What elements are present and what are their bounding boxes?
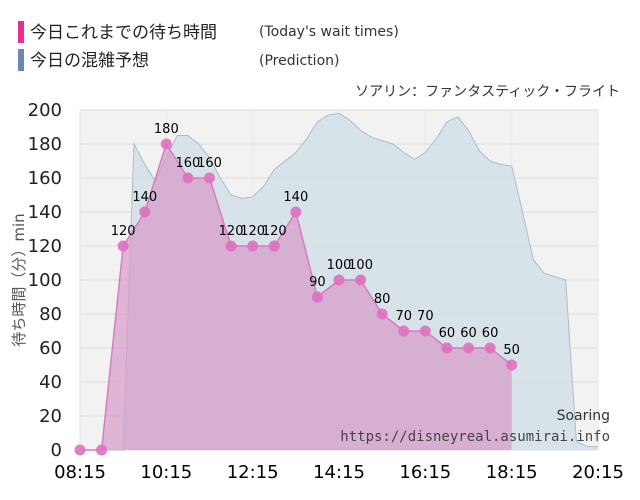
data-point xyxy=(290,206,302,218)
x-tick-label: 18:15 xyxy=(486,462,538,483)
x-tick-label: 20:15 xyxy=(572,462,624,483)
data-label: 70 xyxy=(417,309,434,324)
y-tick-label: 40 xyxy=(39,372,62,393)
data-label: 60 xyxy=(460,326,477,341)
legend-title-wait: 今日これまでの待ち時間 xyxy=(30,23,217,43)
data-point xyxy=(74,444,86,456)
y-axis-ticks: 0 20 40 60 80 100 120 140 160 180 200 xyxy=(28,100,62,461)
data-label: 100 xyxy=(327,258,352,273)
data-label: 160 xyxy=(197,156,222,171)
data-label: 80 xyxy=(374,292,391,307)
data-label: 60 xyxy=(439,326,456,341)
data-point xyxy=(160,138,172,150)
data-label: 120 xyxy=(219,224,244,239)
y-tick-label: 100 xyxy=(28,270,62,291)
data-point xyxy=(96,444,108,456)
data-point xyxy=(355,274,367,286)
y-tick-label: 80 xyxy=(39,304,62,325)
x-tick-label: 12:15 xyxy=(227,462,279,483)
y-tick-label: 140 xyxy=(28,202,62,223)
x-tick-label: 14:15 xyxy=(313,462,365,483)
data-label: 60 xyxy=(482,326,499,341)
data-point xyxy=(268,240,280,252)
data-point xyxy=(204,172,215,184)
y-tick-label: 0 xyxy=(51,440,62,461)
data-label: 140 xyxy=(283,190,308,205)
y-tick-label: 20 xyxy=(39,406,62,427)
data-point xyxy=(182,172,194,184)
x-tick-label: 16:15 xyxy=(399,462,451,483)
data-label: 180 xyxy=(154,122,179,137)
data-label: 120 xyxy=(262,224,287,239)
data-point xyxy=(441,342,453,354)
watermark-name: Soaring xyxy=(557,408,610,424)
x-tick-label: 08:15 xyxy=(54,462,106,483)
x-axis-ticks: 08:15 10:15 12:15 14:15 16:15 18:15 20:15 xyxy=(54,462,624,483)
data-point xyxy=(463,342,474,354)
legend-swatch-prediction xyxy=(18,49,24,71)
data-point xyxy=(139,206,151,218)
y-tick-label: 180 xyxy=(28,134,62,155)
y-axis-label: 待ち時間（分）min xyxy=(10,213,28,346)
data-label: 160 xyxy=(176,156,201,171)
data-label: 120 xyxy=(111,224,136,239)
attraction-name: ソアリン：ファンタスティック・フライト xyxy=(355,84,620,100)
y-tick-label: 200 xyxy=(28,100,62,121)
x-tick-label: 10:15 xyxy=(140,462,192,483)
data-point xyxy=(333,274,345,286)
y-tick-label: 120 xyxy=(28,236,62,257)
data-point xyxy=(484,342,496,354)
data-label: 140 xyxy=(132,190,157,205)
data-label: 70 xyxy=(395,309,412,324)
data-point xyxy=(376,308,388,320)
legend-sub-prediction: (Prediction) xyxy=(259,53,339,69)
data-point xyxy=(225,240,237,252)
data-point xyxy=(311,291,323,303)
watermark-url: https://disneyreal.asumirai.info xyxy=(340,429,610,445)
data-label: 90 xyxy=(309,275,326,290)
data-label: 50 xyxy=(503,343,520,358)
legend-title-prediction: 今日の混雑予想 xyxy=(30,51,149,71)
legend-sub-wait: (Today's wait times) xyxy=(259,24,399,40)
legend-swatch-wait xyxy=(18,21,24,43)
data-points xyxy=(74,138,518,456)
wait-area xyxy=(80,144,512,450)
y-tick-label: 160 xyxy=(28,168,62,189)
data-point xyxy=(398,325,410,337)
data-point xyxy=(117,240,129,252)
data-label: 120 xyxy=(240,224,265,239)
prediction-line xyxy=(80,112,598,451)
y-tick-label: 60 xyxy=(39,338,62,359)
data-label: 100 xyxy=(348,258,373,273)
data-point xyxy=(419,325,431,337)
data-point xyxy=(506,359,518,371)
data-point xyxy=(247,240,259,252)
